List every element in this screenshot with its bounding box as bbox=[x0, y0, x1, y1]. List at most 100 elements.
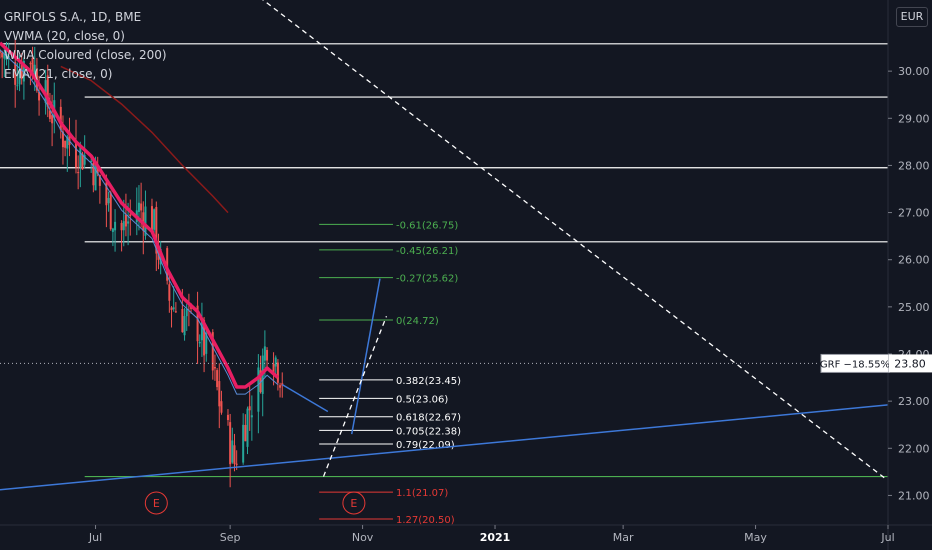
candle-body bbox=[203, 320, 206, 356]
current-price-label: GRF −18.55% 23.80 bbox=[0, 353, 932, 373]
price-label-value-box bbox=[889, 354, 932, 373]
candle-body bbox=[150, 206, 153, 231]
fib-level-label: 1.1(21.07) bbox=[396, 488, 448, 499]
candle-body bbox=[235, 463, 238, 465]
candle-body bbox=[51, 115, 54, 124]
candle-body bbox=[83, 155, 86, 165]
time-axis[interactable]: Jul Sep Nov 2021 Mar May Jul bbox=[0, 524, 932, 544]
candle-body bbox=[7, 55, 10, 59]
price-tick-label: 21.00 bbox=[898, 489, 930, 502]
time-tick-label: Sep bbox=[220, 531, 241, 544]
wma200-line bbox=[60, 65, 229, 214]
candle-body bbox=[94, 160, 97, 191]
candle-body bbox=[120, 222, 123, 231]
candle-body bbox=[90, 160, 93, 162]
fib-level-label: 0.382(23.45) bbox=[396, 376, 461, 387]
candle-body bbox=[244, 424, 247, 442]
candle-body bbox=[96, 166, 99, 174]
candle-body bbox=[14, 62, 17, 85]
candle-body bbox=[229, 422, 232, 465]
price-tick-label: 30.00 bbox=[898, 65, 930, 78]
candle-body bbox=[153, 209, 156, 230]
fib-level-label: -0.27(25.62) bbox=[396, 274, 458, 285]
fib-level-label: -0.61(26.75) bbox=[396, 220, 458, 231]
candle-body bbox=[31, 57, 34, 75]
legend-indicator-wma[interactable]: WMA Coloured (close, 200) bbox=[4, 48, 167, 62]
candle-body bbox=[5, 53, 8, 60]
candle-body bbox=[196, 305, 199, 342]
candle-body bbox=[64, 140, 67, 148]
candle-body bbox=[246, 408, 249, 447]
candle-body bbox=[33, 64, 36, 76]
price-tick-label: 28.00 bbox=[898, 159, 930, 172]
currency-button[interactable]: EUR bbox=[896, 7, 928, 27]
candle-body bbox=[274, 357, 277, 367]
time-tick-label: Jul bbox=[88, 531, 102, 544]
candle-body bbox=[1, 52, 4, 58]
candle-body bbox=[272, 363, 275, 373]
candle-body bbox=[218, 381, 221, 407]
fib-level-label: -0.45(26.21) bbox=[396, 246, 458, 257]
candle-body bbox=[77, 172, 80, 174]
candle-body bbox=[137, 202, 140, 212]
legend-indicator-ema[interactable]: EMA (21, close, 0) bbox=[4, 67, 113, 81]
candle-body bbox=[281, 383, 284, 386]
price-tick-label: 22.00 bbox=[898, 442, 930, 455]
candle-body bbox=[59, 106, 62, 131]
chart-legend: GRIFOLS S.A., 1D, BME VWMA (20, close, 0… bbox=[4, 8, 167, 84]
candle-body bbox=[216, 370, 219, 388]
candle-body bbox=[92, 163, 95, 186]
candle-body bbox=[22, 61, 25, 82]
candle-body bbox=[29, 63, 32, 65]
dashed-projection-line bbox=[322, 316, 388, 477]
candle-body bbox=[48, 110, 51, 119]
candle-body bbox=[205, 333, 208, 354]
candle-body bbox=[226, 414, 229, 421]
candle-body bbox=[250, 415, 253, 418]
fib-level-label: 0.618(22.67) bbox=[396, 413, 461, 424]
candle-body bbox=[105, 182, 108, 206]
candle-body bbox=[168, 284, 171, 301]
candle-body bbox=[127, 221, 130, 224]
earnings-marker-circle[interactable] bbox=[342, 491, 366, 515]
candle-body bbox=[213, 367, 216, 369]
moving-averages-layer bbox=[0, 41, 280, 395]
candle-body bbox=[266, 350, 269, 361]
candle-body bbox=[114, 221, 117, 231]
candle-body bbox=[231, 440, 234, 463]
trendline bbox=[350, 278, 381, 435]
price-label-name: GRF −18.55% bbox=[820, 359, 890, 370]
horizontal-lines-layer bbox=[0, 43, 888, 478]
candle-body bbox=[46, 75, 49, 107]
candle-body bbox=[16, 85, 19, 87]
candle-body bbox=[38, 91, 41, 101]
candle-body bbox=[220, 401, 223, 413]
candle-body bbox=[183, 316, 186, 336]
candle-body bbox=[61, 131, 64, 148]
candle-body bbox=[66, 136, 69, 149]
candle-body bbox=[279, 385, 282, 388]
fib-level-label: 0.705(22.38) bbox=[396, 426, 461, 437]
candle-body bbox=[242, 424, 245, 463]
legend-symbol[interactable]: GRIFOLS S.A., 1D, BME bbox=[4, 10, 142, 24]
fib-level-label: 0(24.72) bbox=[396, 316, 439, 327]
legend-indicator-vwma[interactable]: VWMA (20, close, 0) bbox=[4, 29, 125, 43]
trendline bbox=[281, 383, 329, 413]
earnings-marker-circle[interactable] bbox=[144, 491, 168, 515]
candle-body bbox=[248, 406, 251, 411]
fib-level-label: 0.79(22.09) bbox=[396, 440, 455, 451]
fib-level-label: 1.27(20.50) bbox=[396, 515, 455, 526]
candle-body bbox=[155, 207, 158, 254]
candle-body bbox=[259, 370, 262, 393]
candle-body bbox=[129, 214, 132, 217]
candle-body bbox=[0, 51, 1, 53]
candle-body bbox=[198, 341, 201, 344]
candle-body bbox=[200, 321, 203, 341]
candle-body bbox=[107, 197, 110, 204]
candle-body bbox=[172, 307, 175, 310]
price-tick-label: 27.00 bbox=[898, 207, 930, 220]
time-tick-label: May bbox=[744, 531, 767, 544]
candle-body bbox=[263, 346, 266, 361]
